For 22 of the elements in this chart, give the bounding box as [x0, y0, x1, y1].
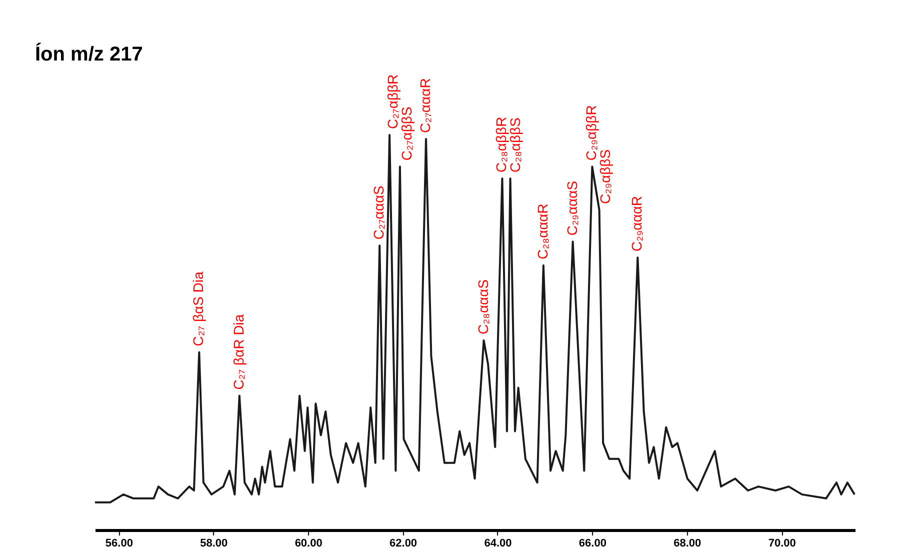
annotation: C₂₉αββS — [597, 149, 614, 204]
x-tick-label: 56.00 — [105, 538, 133, 550]
annotation: C₂₈αββR — [493, 116, 510, 172]
annotation: C₂₉αααR — [628, 196, 645, 252]
x-tick-label: 66.00 — [578, 538, 606, 550]
annotation: C₂₇αββS — [398, 106, 415, 161]
x-tick-label: 58.00 — [200, 538, 228, 550]
annotation: C₂₇αααS — [370, 186, 387, 240]
x-tick-label: 70.00 — [768, 538, 796, 550]
annotation: C₂₈αααS — [474, 279, 491, 334]
annotation: C₂₇αααR — [416, 78, 433, 133]
annotation: C₂₉αααS — [564, 180, 580, 236]
x-tick-label: 62.00 — [390, 538, 418, 550]
x-tick-label: 64.00 — [484, 538, 512, 550]
annotation: C₂₈αααR — [534, 204, 550, 260]
annotation: C₂₇ βαS Dia — [190, 271, 206, 346]
annotation: C₂₇ βαR Dia — [230, 314, 246, 390]
annotation: C₂₇αββR — [384, 74, 401, 129]
chart-title: Íon m/z 217 — [35, 42, 143, 66]
annotation: C₂₉αββR — [583, 105, 600, 161]
x-tick-label: 68.00 — [674, 538, 702, 550]
x-tick-label: 60.00 — [294, 538, 322, 550]
